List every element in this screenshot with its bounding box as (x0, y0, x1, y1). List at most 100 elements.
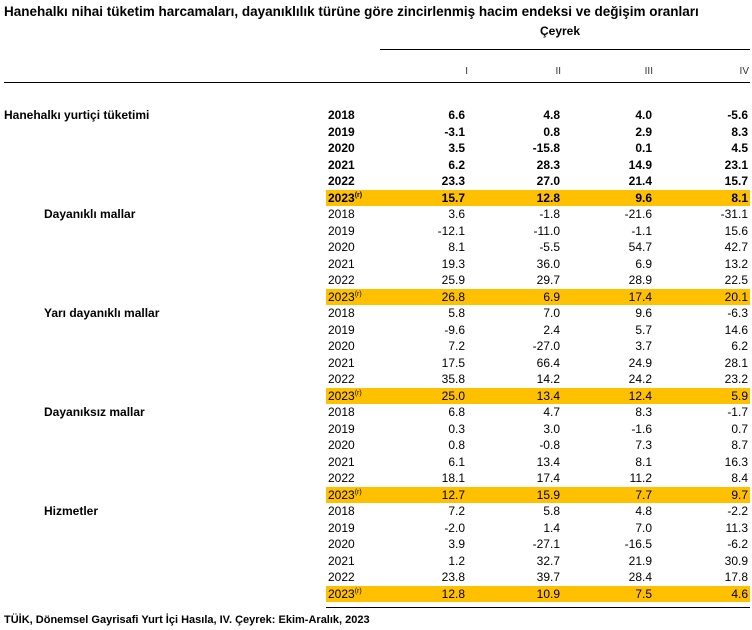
year-cell: 2023(r) (328, 289, 362, 305)
value-cell-q4: 23.1 (724, 157, 748, 172)
year-cell: 2023(r) (328, 586, 362, 602)
value-cell-q4: 11.3 (725, 520, 748, 535)
value-cell-q3: 8.3 (635, 405, 652, 419)
revised-marker: (r) (354, 191, 363, 199)
year-cell: 2019 (328, 322, 355, 338)
year-text: 2018 (328, 405, 355, 419)
year-text: 2023 (328, 586, 355, 601)
value-cell-q4: 8.4 (731, 471, 748, 485)
value-cell-q3: 9.6 (635, 306, 652, 320)
table-row: 2019 -12.1 -11.0 -1.1 15.6 (326, 223, 750, 239)
section-label: Yarı dayanıklı mallar (44, 306, 160, 320)
value-cell-q1: 12.7 (441, 487, 465, 502)
value-cell-q4: 30.9 (724, 553, 748, 568)
value-cell-q1: 3.6 (448, 207, 465, 221)
section-label: Dayanıksız mallar (44, 405, 145, 419)
year-text: 2019 (328, 124, 355, 139)
value-cell-q1: -9.6 (444, 322, 465, 337)
value-cell-q2: 2.4 (543, 322, 560, 337)
table-row: 2023(r) 25.0 13.4 12.4 5.9 (326, 387, 750, 404)
value-cell-q1: 0.8 (448, 438, 465, 452)
value-cell-q3: 28.4 (628, 570, 652, 584)
year-cell: 2022 (328, 569, 355, 585)
value-cell-q3: 9.6 (635, 190, 652, 205)
value-cell-q1: 1.2 (448, 553, 465, 568)
value-cell-q2: -11.0 (533, 223, 560, 238)
year-text: 2022 (328, 273, 355, 287)
value-cell-q3: 28.9 (628, 273, 652, 287)
year-text: 2018 (328, 306, 355, 320)
value-cell-q4: 8.3 (731, 124, 748, 139)
table-row: 2018 6.6 4.8 4.0 -5.6 (326, 107, 750, 123)
value-cell-q4: 17.8 (724, 570, 748, 584)
year-text: 2022 (328, 570, 355, 584)
value-cell-q2: 4.7 (543, 405, 560, 419)
table-row: 2019 -3.1 0.8 2.9 8.3 (326, 124, 750, 140)
year-cell: 2019 (328, 520, 355, 536)
table-row: 2020 0.8 -0.8 7.3 8.7 (326, 437, 750, 453)
year-text: 2022 (328, 372, 355, 386)
value-cell-q4: 4.5 (731, 141, 748, 155)
value-cell-q4: 22.5 (724, 273, 748, 287)
value-cell-q2: 36.0 (536, 256, 560, 271)
year-text: 2018 (328, 207, 355, 221)
quarter-header-4: IV (739, 66, 749, 77)
value-cell-q4: 6.2 (731, 339, 748, 353)
value-cell-q4: -2.2 (727, 504, 748, 518)
value-cell-q3: -21.6 (624, 207, 652, 221)
year-text: 2018 (328, 108, 355, 122)
value-cell-q2: 3.0 (543, 421, 560, 436)
table-rule-bottom (326, 607, 750, 608)
value-cell-q1: 18.1 (441, 471, 465, 485)
revised-marker: (r) (354, 488, 362, 496)
table-row: 2023(r) 26.8 6.9 17.4 20.1 (326, 288, 750, 305)
value-cell-q2: -1.8 (539, 207, 560, 221)
year-cell: 2018 (328, 404, 355, 420)
year-text: 2021 (328, 355, 355, 370)
period-header: Çeyrek (540, 24, 581, 38)
value-cell-q3: 7.0 (635, 520, 652, 535)
value-cell-q2: 12.8 (536, 190, 560, 205)
value-cell-q2: -15.8 (532, 141, 560, 155)
value-cell-q4: 4.6 (731, 586, 748, 601)
year-cell: 2018 (328, 305, 355, 321)
value-cell-q4: 16.3 (724, 454, 748, 469)
value-cell-q1: 25.0 (441, 388, 465, 403)
value-cell-q4: 42.7 (724, 240, 748, 254)
value-cell-q2: 0.8 (543, 124, 560, 139)
year-text: 2023 (328, 289, 355, 304)
table-row: 2023(r) 12.7 15.9 7.7 9.7 (326, 486, 750, 503)
year-cell: 2022 (328, 371, 355, 387)
year-text: 2020 (328, 438, 355, 452)
table-row: 2023(r) 12.8 10.9 7.5 4.6 (326, 585, 750, 602)
year-cell: 2019 (328, 124, 355, 140)
year-cell: 2020 (328, 437, 355, 453)
value-cell-q3: 5.7 (635, 322, 652, 337)
quarter-header-2: II (555, 66, 561, 77)
year-text: 2021 (328, 454, 355, 469)
year-text: 2021 (328, 256, 355, 271)
year-text: 2020 (328, 240, 355, 254)
value-cell-q1: 7.2 (448, 504, 465, 518)
section-label: Hanehalkı yurtiçi tüketimi (4, 108, 150, 122)
value-cell-q3: 11.2 (629, 471, 652, 485)
value-cell-q3: 2.9 (635, 124, 652, 139)
value-cell-q1: 23.8 (441, 570, 465, 584)
year-cell: 2018 (328, 206, 355, 222)
year-cell: 2021 (328, 553, 355, 569)
value-cell-q1: -3.1 (444, 124, 465, 139)
table-row: 2020 8.1 -5.5 54.7 42.7 (326, 239, 750, 255)
value-cell-q3: 3.7 (635, 339, 652, 353)
year-text: 2019 (328, 421, 355, 436)
table-title: Hanehalkı nihai tüketim harcamaları, day… (4, 4, 699, 19)
year-cell: 2023(r) (328, 190, 362, 206)
value-cell-q2: 14.2 (536, 372, 560, 386)
value-cell-q2: 39.7 (536, 570, 560, 584)
year-cell: 2021 (328, 355, 355, 371)
value-cell-q1: 19.3 (441, 256, 465, 271)
table-row: 2019 -9.6 2.4 5.7 14.6 (326, 322, 750, 338)
value-cell-q3: 6.9 (635, 256, 652, 271)
value-cell-q1: 15.7 (441, 190, 465, 205)
value-cell-q1: 17.5 (441, 355, 465, 370)
value-cell-q2: 5.8 (543, 504, 560, 518)
